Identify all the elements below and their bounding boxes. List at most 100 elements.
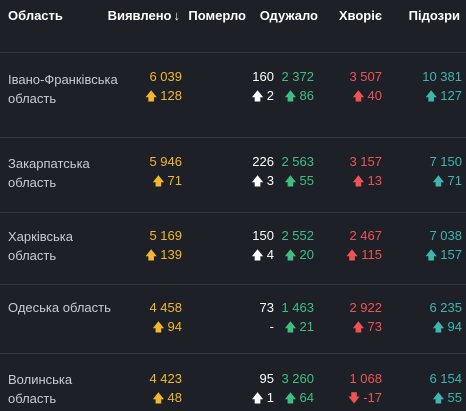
detected-delta-value: 139 [160,247,182,262]
recovered-cell: 3 260 🡅 64 [254,371,314,411]
recovered-cell: 2 372 🡅 86 [254,69,314,109]
sick-total: 3 157 [349,154,382,169]
suspected-delta-value: 71 [447,173,462,188]
recovered-total: 2 552 [281,228,314,243]
sick-cell: 2 922 🡅 73 [322,300,382,340]
sick-total: 2 467 [349,228,382,243]
arrow-up-icon: 🡅 [284,391,297,405]
detected-cell: 4 423 🡅 48 [122,371,182,411]
recovered-total: 2 372 [281,69,314,84]
suspected-delta: 🡅 157 [425,247,462,263]
suspected-delta-value: 94 [447,319,462,334]
sick-delta-value: 40 [367,88,382,103]
deaths-delta-value: 2 [266,88,274,103]
sick-delta-value: 115 [361,247,382,262]
suspected-cell: 10 381 🡅 127 [402,69,462,109]
sick-delta-value: 73 [367,319,382,334]
deaths-cell: 150 🡅 4 [214,228,274,268]
table-header: Область Виявлено ↓ Померло Одужало Хворіє… [0,0,466,34]
recovered-cell: 1 463 🡅 21 [254,300,314,340]
arrow-down-icon: 🡇 [347,391,361,405]
region-name: Івано-Франківська область [8,72,118,106]
deaths-total: 73 [259,300,274,315]
arrow-up-icon: 🡅 [284,89,297,103]
deaths-total: 95 [259,371,274,386]
detected-total: 6 039 [149,69,182,84]
sick-delta: 🡅 73 [352,319,382,335]
detected-total: 5 946 [149,154,182,169]
detected-delta-value: 94 [167,319,182,334]
arrow-up-icon: 🡅 [152,320,165,334]
table-row: Волинська область 4 423 🡅 48 95 🡅 1 3 260 … [0,353,466,410]
suspected-total: 6 154 [429,371,462,386]
arrow-up-icon: 🡅 [251,89,264,103]
deaths-delta: 🡅 4 [251,247,274,263]
header-sick[interactable]: Хворіє [338,8,382,23]
header-recovered[interactable]: Одужало [259,8,318,23]
recovered-delta: 🡅 21 [284,319,314,335]
sick-delta-value: -17 [363,390,382,405]
sick-delta: 🡅 13 [352,173,382,189]
deaths-total: 160 [252,69,274,84]
suspected-delta-value: 55 [447,390,462,405]
header-detected[interactable]: Виявлено ↓ [108,8,180,23]
suspected-total: 7 038 [429,228,462,243]
region-name: Харківська область [8,229,73,263]
sick-delta-value: 13 [367,173,382,188]
arrow-up-icon: 🡅 [345,248,359,262]
header-suspected[interactable]: Підозри [408,8,460,23]
recovered-delta: 🡅 86 [284,88,314,104]
detected-delta: 🡅 139 [145,247,182,263]
arrow-up-icon: 🡅 [432,391,445,405]
sick-delta: 🡇 -17 [348,390,382,406]
deaths-total: 226 [252,154,274,169]
suspected-delta-value: 127 [440,88,462,103]
recovered-cell: 2 563 🡅 55 [254,154,314,194]
header-region[interactable]: Область [8,8,63,23]
suspected-cell: 7 038 🡅 157 [402,228,462,268]
suspected-delta: 🡅 55 [432,390,462,406]
suspected-delta-value: 157 [440,247,462,262]
detected-cell: 5 169 🡅 139 [122,228,182,268]
suspected-delta: 🡅 71 [432,173,462,189]
recovered-delta-value: 64 [299,390,314,405]
detected-cell: 4 458 🡅 94 [122,300,182,340]
suspected-total: 7 150 [429,154,462,169]
recovered-total: 3 260 [281,371,314,386]
arrow-up-icon: 🡅 [284,248,297,262]
detected-delta: 🡅 71 [152,173,182,189]
arrow-up-icon: 🡅 [152,391,165,405]
suspected-cell: 6 235 🡅 94 [402,300,462,340]
deaths-cell: 226 🡅 3 [214,154,274,194]
sick-cell: 2 467 🡅 115 [322,228,382,268]
detected-total: 4 458 [149,300,182,315]
arrow-up-icon: 🡅 [284,320,297,334]
detected-delta: 🡅 128 [145,88,182,104]
arrow-up-icon: 🡅 [251,174,264,188]
recovered-delta-value: 21 [299,319,314,334]
arrow-up-icon: 🡅 [352,89,365,103]
recovered-delta-value: 86 [299,88,314,103]
sick-delta: 🡅 115 [346,247,382,263]
suspected-total: 6 235 [429,300,462,315]
recovered-delta: 🡅 64 [284,390,314,406]
sick-cell: 1 068 🡇 -17 [322,371,382,411]
deaths-total: 150 [252,228,274,243]
recovered-delta: 🡅 55 [284,173,314,189]
detected-delta-value: 48 [167,390,182,405]
deaths-delta: 🡅 3 [251,173,274,189]
deaths-cell: 73 - [214,300,274,340]
recovered-delta: 🡅 20 [284,247,314,263]
header-deaths[interactable]: Померло [188,8,246,23]
suspected-cell: 6 154 🡅 55 [402,371,462,411]
suspected-cell: 7 150 🡅 71 [402,154,462,194]
suspected-delta: 🡅 94 [432,319,462,335]
table-row: Одеська область 4 458 🡅 94 73 - 1 463 🡅 21… [0,284,466,353]
detected-cell: 6 039 🡅 128 [122,69,182,109]
detected-total: 5 169 [149,228,182,243]
region-name: Волинська область [8,372,73,406]
arrow-up-icon: 🡅 [432,174,445,188]
sick-cell: 3 157 🡅 13 [322,154,382,194]
sick-total: 1 068 [349,371,382,386]
